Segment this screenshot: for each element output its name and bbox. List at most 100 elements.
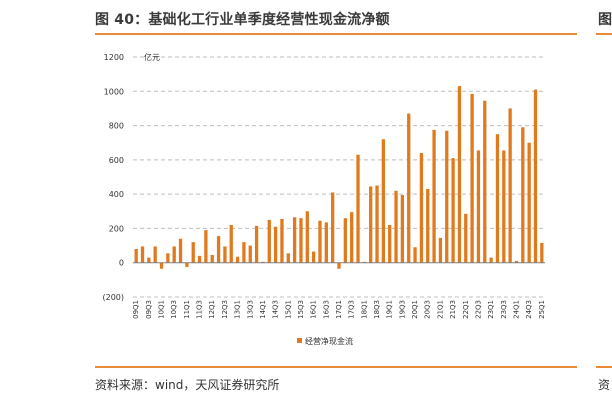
bar <box>267 219 271 263</box>
legend: 经营净现金流 <box>297 336 353 346</box>
legend-swatch <box>297 338 302 343</box>
x-tick-label: 17Q1 <box>335 300 343 319</box>
bar <box>407 113 411 263</box>
bar <box>273 226 278 263</box>
y-tick-label: 1200 <box>104 53 124 62</box>
bar <box>159 262 164 269</box>
bar <box>400 195 405 263</box>
bar <box>210 255 214 263</box>
bar <box>527 142 531 263</box>
next-title-rule <box>596 33 612 35</box>
bar <box>369 186 373 263</box>
x-tick-label: 20Q3 <box>424 300 432 319</box>
bar <box>134 249 138 263</box>
bar <box>299 218 303 263</box>
bar <box>331 192 335 263</box>
next-source-note: 资 <box>598 378 611 392</box>
x-tick-label: 23Q3 <box>500 300 508 319</box>
x-tick-label: 09Q1 <box>132 300 140 319</box>
x-tick-label: 18Q1 <box>360 300 368 319</box>
bar <box>337 262 341 269</box>
bar <box>489 257 493 263</box>
y-tick-label: 400 <box>109 190 124 199</box>
bar <box>185 262 189 267</box>
grid-lines <box>133 56 545 298</box>
x-tick-label: 16Q1 <box>310 300 318 319</box>
bar <box>153 246 157 263</box>
x-tick-label: 15Q3 <box>297 300 305 319</box>
bar <box>533 89 538 263</box>
bar <box>140 246 145 263</box>
x-tick-label: 22Q1 <box>462 300 470 319</box>
bar <box>457 86 462 263</box>
bar <box>235 256 240 263</box>
bar <box>280 219 284 263</box>
x-tick-label: 10Q1 <box>158 300 166 319</box>
bar <box>521 127 525 263</box>
y-axis-ticks: 1200 1000 800 600 400 200 0 (200) <box>102 53 124 302</box>
bar <box>191 242 195 263</box>
bar <box>381 139 386 263</box>
bar <box>254 225 259 263</box>
bar <box>413 247 417 263</box>
x-tick-label: 20Q1 <box>411 300 419 319</box>
bar <box>311 251 316 263</box>
x-axis-ticks: 09Q1 09Q3 10Q1 10Q3 11Q1 11Q3 12Q1 12Q3 13Q1 13Q3… <box>132 300 546 319</box>
bar <box>343 218 347 263</box>
bar <box>172 246 176 263</box>
bar <box>445 130 449 263</box>
bar <box>356 154 360 263</box>
bar <box>502 150 506 263</box>
bar <box>476 150 481 263</box>
x-tick-label: 11Q3 <box>196 300 204 319</box>
figure-title: 图 40：基础化工行业单季度经营性现金流净额 <box>95 12 390 28</box>
y-axis-unit-label: 亿元 <box>144 52 160 62</box>
bar <box>248 245 252 263</box>
x-tick-label: 14Q3 <box>272 300 280 319</box>
bar <box>508 108 512 263</box>
y-tick-label: 600 <box>109 156 124 165</box>
x-tick-label: 12Q3 <box>221 300 229 319</box>
x-tick-label: 24Q3 <box>525 300 533 319</box>
bar <box>419 153 424 263</box>
bar <box>451 158 455 263</box>
x-tick-label: 10Q3 <box>170 300 178 319</box>
bar <box>470 93 474 263</box>
source-note: 资料来源：wind，天风证券研究所 <box>95 378 280 392</box>
bar <box>178 238 183 263</box>
bar <box>432 129 436 263</box>
x-tick-label: 23Q1 <box>487 300 495 319</box>
bar <box>438 237 443 263</box>
title-rule <box>95 33 577 35</box>
x-tick-label: 18Q3 <box>373 300 381 319</box>
y-tick-label: (200) <box>102 293 124 302</box>
x-tick-label: 15Q1 <box>284 300 292 319</box>
y-tick-label: 0 <box>119 259 124 268</box>
x-tick-label: 24Q1 <box>512 300 520 319</box>
legend-label: 经营净现金流 <box>305 336 353 346</box>
x-tick-label: 16Q3 <box>322 300 330 319</box>
bar <box>286 253 290 263</box>
x-tick-label: 11Q1 <box>183 300 191 319</box>
bar <box>426 189 430 263</box>
x-tick-label: 14Q1 <box>259 300 267 319</box>
next-figure-title: 图 <box>598 12 612 28</box>
bar <box>242 242 246 263</box>
next-source-rule <box>596 366 612 368</box>
bar <box>388 225 392 263</box>
bar <box>229 225 233 263</box>
bar <box>305 211 309 263</box>
bar <box>292 217 297 263</box>
bar <box>540 243 544 263</box>
bar <box>216 236 221 263</box>
bar <box>197 255 202 263</box>
y-tick-label: 200 <box>109 224 124 233</box>
bar <box>166 253 170 263</box>
bar <box>514 261 519 263</box>
x-tick-label: 12Q1 <box>208 300 216 319</box>
bar <box>318 220 322 263</box>
bar-series <box>134 86 544 269</box>
x-tick-label: 09Q3 <box>145 300 153 319</box>
bar <box>464 213 468 263</box>
